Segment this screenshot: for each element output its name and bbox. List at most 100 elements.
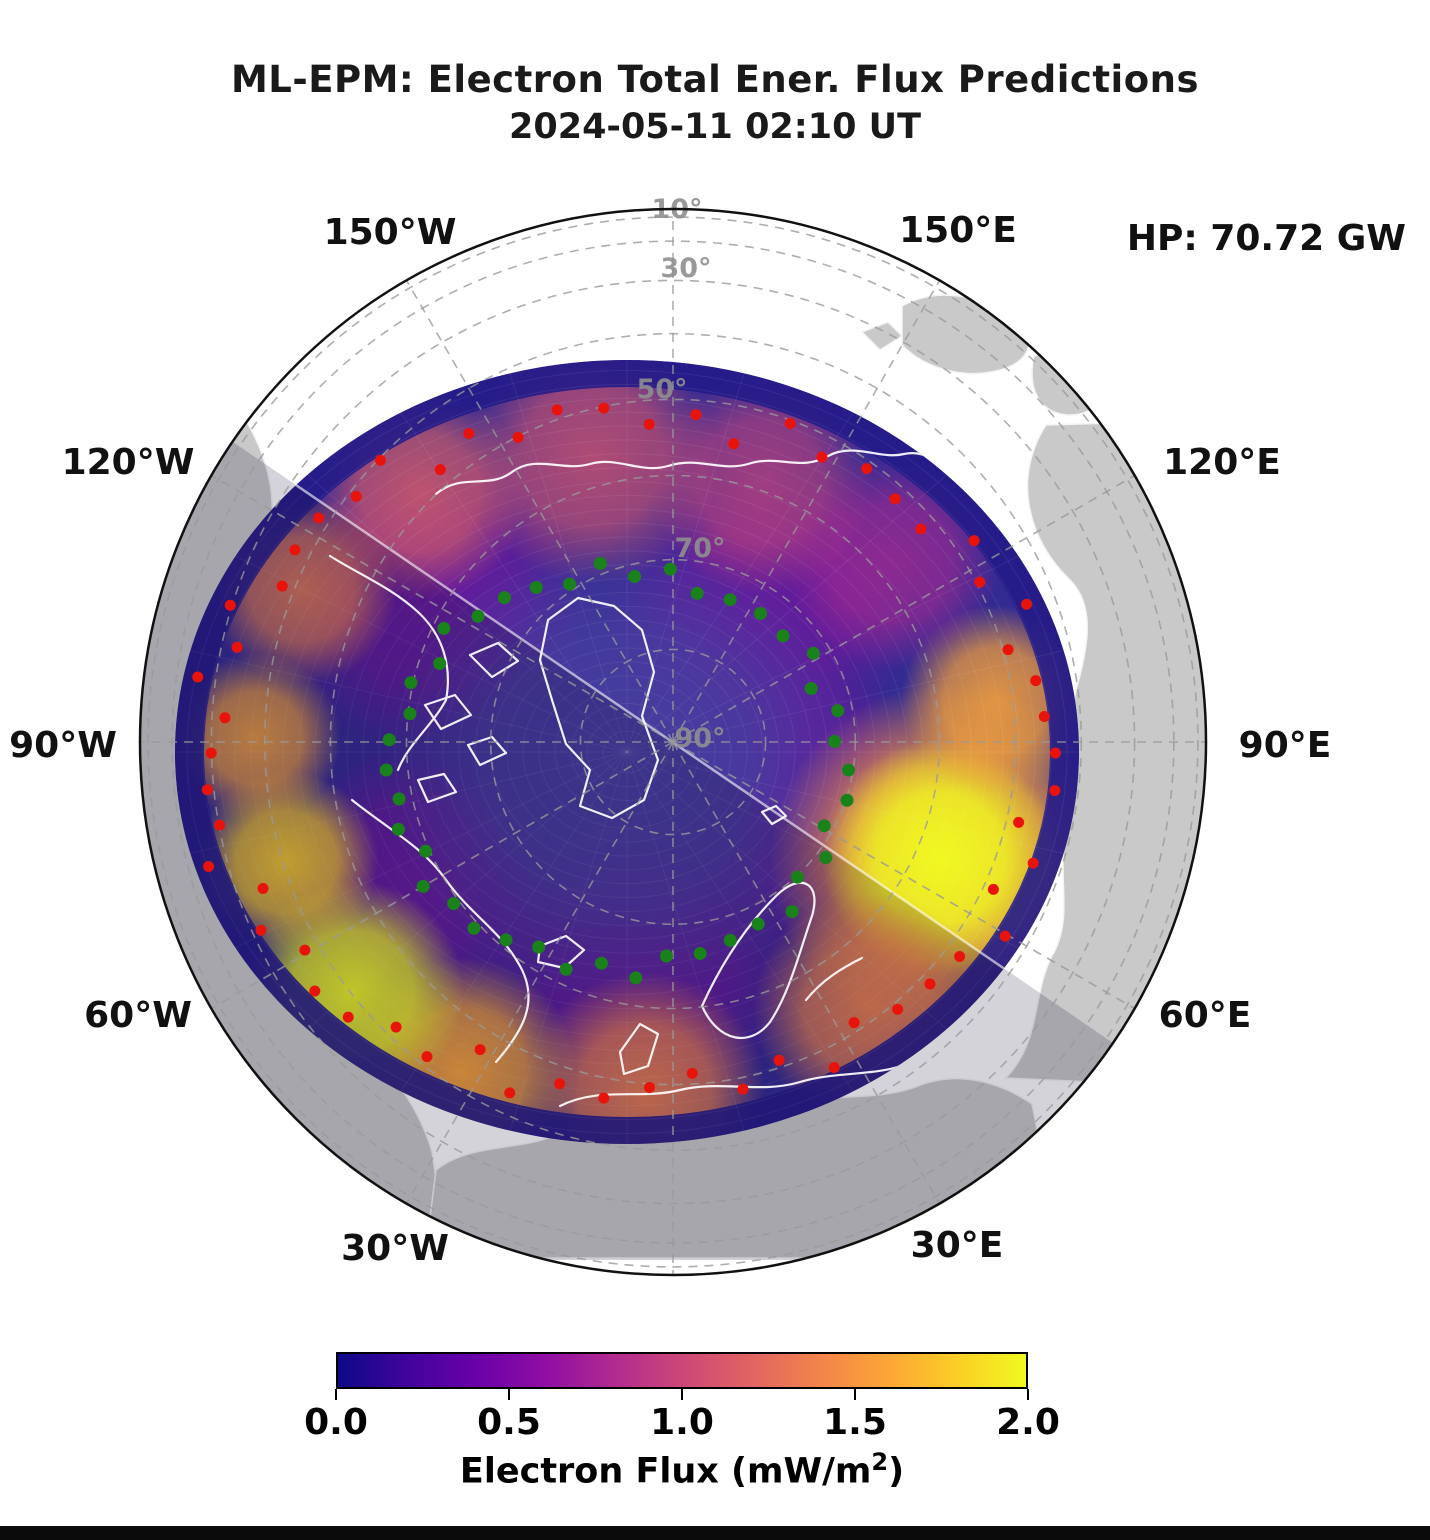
mesh-circle [570,702,684,802]
latitude-circle [405,474,941,1010]
polar-cap-boundary-dot [806,646,820,660]
mesh-circle [506,647,748,857]
coast-arctic-island [468,641,520,679]
polar-cap-boundary-dot [563,577,577,591]
land-island [860,321,904,351]
coast-greenland [538,596,660,820]
polar-cap-boundary-dot [819,851,833,865]
polar-cap-boundary-dot [723,933,737,947]
equatorward-boundary-dot [299,944,311,956]
polar-cap-boundary-dot [690,586,704,600]
colorbar-tick-mark [508,1389,510,1400]
polar-cap-boundary-dot [404,676,418,690]
polar-cap-boundary-dot [790,870,804,884]
equatorward-boundary-dot [915,523,927,535]
mesh-spoke [626,406,858,753]
equatorward-boundary-dot [1002,644,1014,656]
mesh-circle [186,370,1068,1134]
coast-iceland [536,934,586,970]
equatorward-boundary-dot [848,1017,860,1029]
equatorward-boundary-dot [1021,598,1033,610]
equatorward-boundary-dot [390,1021,402,1033]
latitude-circle [147,216,1199,1268]
equatorward-boundary-dot [1027,857,1039,869]
polar-cap-boundary-dot [663,562,677,576]
colorbar-tick-mark [854,1389,856,1400]
equatorward-boundary-dot [421,1051,433,1063]
equatorward-boundary-dot [309,985,321,997]
colorbar-label-sup: 2 [871,1448,889,1476]
coast-arctic-island [423,693,473,731]
latitude-label: 70° [674,533,725,564]
equatorward-boundary-dot [1030,675,1042,687]
colorbar-tick-mark [335,1389,337,1400]
equatorward-boundary-dot [255,924,267,936]
equatorward-boundary-dot [374,454,386,466]
mesh-spoke [626,751,953,1035]
colorbar-tick-label: 1.0 [650,1402,714,1443]
equatorward-boundary-dot [257,883,269,895]
equatorward-boundary-dot [1013,816,1025,828]
globe-outline [138,207,1208,1277]
polar-cap-boundary-dot [499,933,513,947]
coast-scandinavia [700,881,816,1039]
equatorward-boundary-dot [643,418,655,430]
longitude-label: 120°E [1163,442,1281,483]
night-terminator-shading [140,440,1206,1260]
equatorward-boundary-dot [504,1087,516,1099]
colorbar-tick-label: 1.5 [823,1402,887,1443]
meridian-line [672,474,1135,743]
equatorward-boundary-dot [889,493,901,505]
longitude-label: 90°E [1239,725,1332,766]
coast-baltic [804,956,864,1002]
longitude-label: 30°E [911,1225,1004,1266]
mesh-circle [474,619,780,885]
equatorward-boundary-dot [974,576,986,588]
equatorward-boundary-dot [203,860,215,872]
figure-title: ML-EPM: Electron Total Ener. Flux Predic… [0,58,1430,147]
polar-cap-boundary-dot [382,733,396,747]
polar-cap-boundary-dot [529,581,543,595]
equatorward-boundary-dot [434,464,446,476]
polar-cap-boundary-dot [447,897,461,911]
latitude-circle [210,279,1136,1205]
equatorward-boundary-dot [828,1061,840,1073]
latitude-label: 50° [636,374,687,405]
equatorward-boundary-dot [1038,710,1050,722]
meridian-line [211,474,674,743]
mesh-spoke [626,366,747,753]
equatorward-boundary-dot [690,409,702,421]
mesh-spoke [626,751,747,1138]
equatorward-boundary-dot [816,451,828,463]
equatorward-boundary-dot [954,950,966,962]
mesh-circle [362,522,892,982]
colorbar [336,1352,1028,1389]
colorbar-tick-label: 2.0 [996,1402,1060,1443]
polar-cap-boundary-dot [379,763,393,777]
title-line-1: ML-EPM: Electron Total Ener. Flux Predic… [230,58,1200,101]
polar-cap-boundary-dot [828,734,842,748]
mesh-circle [426,578,828,926]
graticule [140,209,1206,1275]
polar-cap-boundary-dot [437,621,451,635]
equatorward-boundary-dot [784,417,796,429]
longitude-label: 150°E [899,210,1017,251]
equatorward-boundary-dot [231,641,243,653]
colorbar-label: Electron Flux (mW/m2) [0,1448,1364,1492]
polar-cap-boundary-dot [628,570,642,584]
equatorward-boundary-dot [342,1011,354,1023]
equatorward-boundary-dot [999,930,1011,942]
mesh-circle [378,536,876,968]
equatorward-boundary-dot [728,438,740,450]
latitude-circle [579,648,767,836]
mesh-circle [410,564,844,940]
polar-cap-boundary-dot [659,949,673,963]
equatorward-boundary-dot [861,463,873,475]
polar-cap-boundary-dot [776,629,790,643]
equatorward-boundary-dot [737,1083,749,1095]
flux-blob [525,972,765,1144]
mesh-spoke [182,648,628,753]
polar-cap-boundary-dot [594,956,608,970]
equatorward-boundary-dot [201,784,213,796]
